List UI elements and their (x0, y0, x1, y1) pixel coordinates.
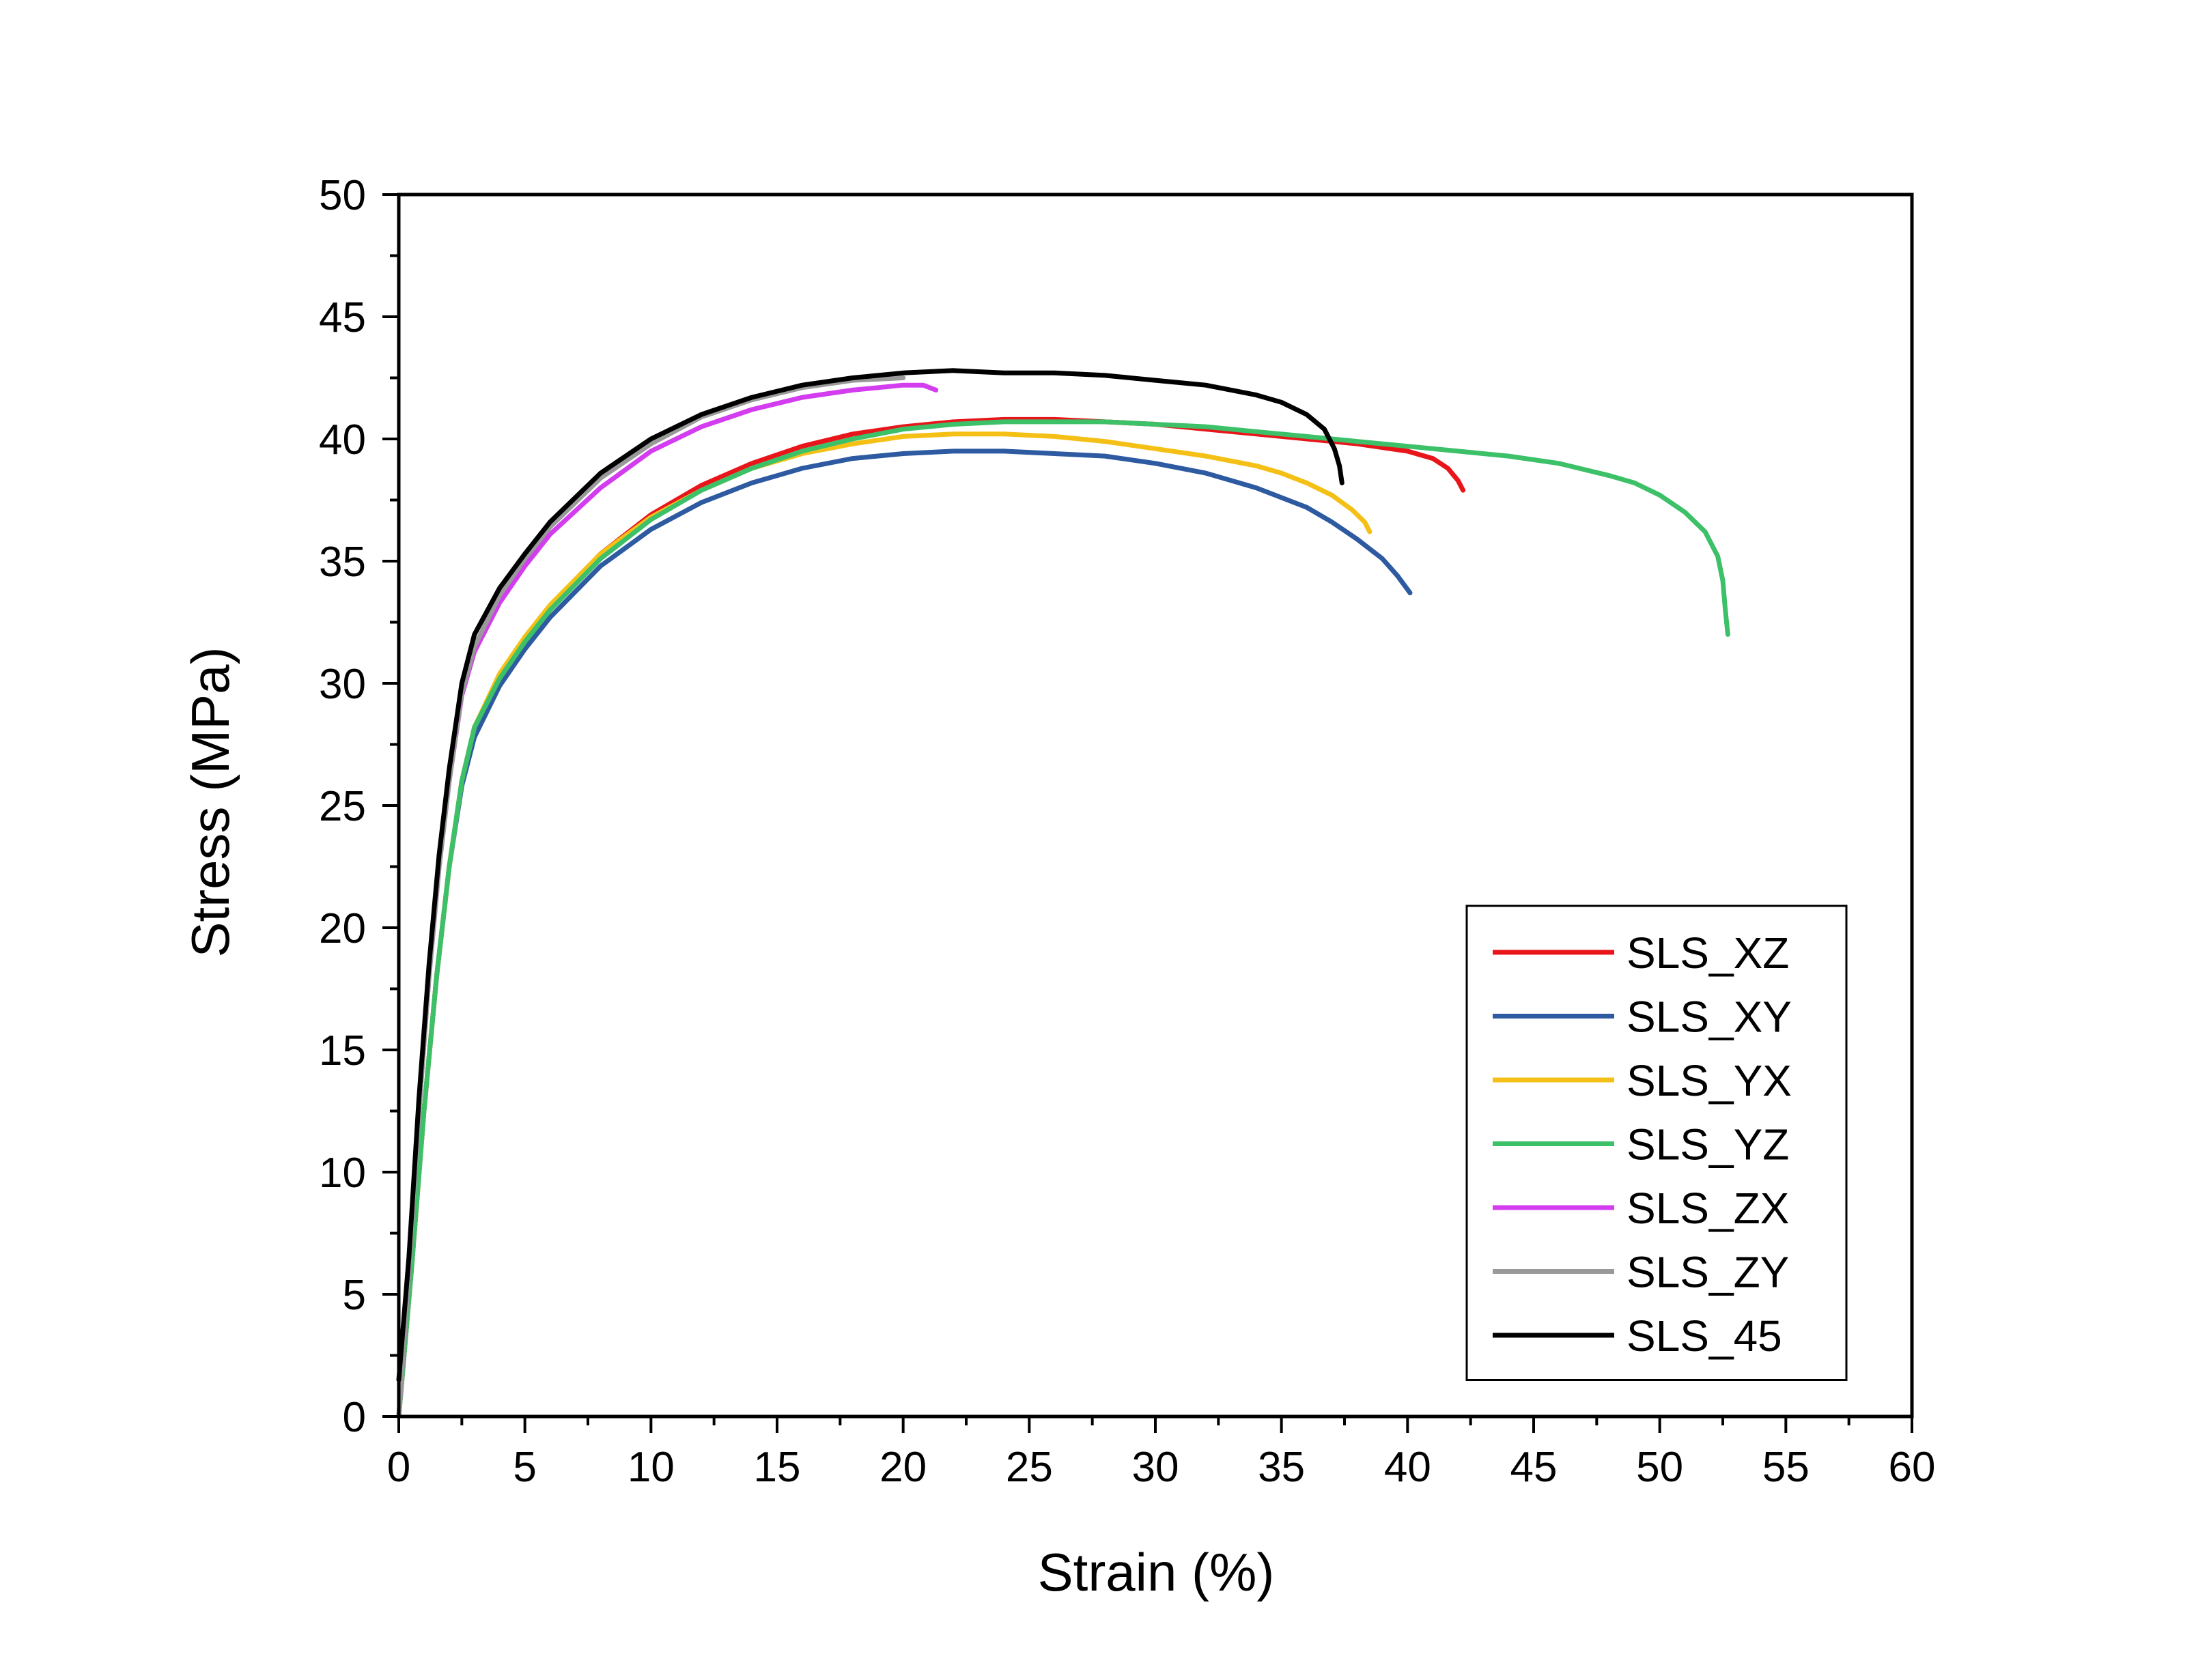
x-tick-label: 30 (1132, 1444, 1179, 1491)
y-tick-label: 10 (319, 1150, 366, 1197)
x-tick-label: 35 (1258, 1444, 1305, 1491)
series-line-sls-45 (396, 368, 1345, 1382)
y-tick-label: 35 (319, 539, 366, 586)
x-tick-label: 60 (1889, 1444, 1936, 1491)
x-tick-label: 25 (1006, 1444, 1053, 1491)
x-tick-label: 55 (1762, 1444, 1810, 1491)
labels-layer: 0 5 10 15 20 25 30 35 40 45 50 55 60 0 5 10 15 20 25 30 35 40… (319, 172, 1935, 1491)
legend-label-sls-yz: SLS_YZ (1627, 1120, 1789, 1169)
series-layer (396, 368, 1730, 1419)
y-tick-label: 15 (319, 1027, 366, 1074)
ticks-layer (382, 193, 1913, 1433)
x-tick-label: 50 (1636, 1444, 1683, 1491)
series-line-sls-yz (396, 419, 1730, 1419)
y-tick-label: 20 (319, 905, 366, 952)
y-tick-label: 45 (319, 294, 366, 341)
legend-label-sls-xz: SLS_XZ (1627, 928, 1789, 978)
y-tick-label: 50 (319, 172, 366, 219)
x-tick-label: 45 (1510, 1444, 1558, 1491)
x-tick-label: 0 (387, 1444, 410, 1491)
legend-label-sls-xy: SLS_XY (1627, 993, 1792, 1042)
y-tick-label: 40 (319, 416, 366, 464)
x-tick-label: 15 (754, 1444, 801, 1491)
legend-label-sls-yx: SLS_YX (1627, 1056, 1792, 1105)
x-tick-label: 5 (513, 1444, 536, 1491)
legend-label-sls-zy: SLS_ZY (1627, 1248, 1789, 1297)
x-tick-label: 20 (879, 1444, 927, 1491)
x-axis-title: Strain (%) (1038, 1542, 1275, 1602)
x-tick-label: 10 (628, 1444, 675, 1491)
legend-label-sls-zx: SLS_ZX (1627, 1184, 1789, 1233)
y-tick-label: 25 (319, 783, 366, 830)
y-axis-title: Stress (MPa) (180, 646, 240, 957)
legend-label-sls-45: SLS_45 (1627, 1311, 1782, 1361)
y-tick-label: 30 (319, 661, 366, 708)
y-tick-label: 5 (343, 1272, 366, 1319)
legend: SLS_XZ SLS_XY SLS_YX SLS_YZ SLS_ZX SLS_ZY SLS_… (1465, 905, 1848, 1381)
x-tick-label: 40 (1384, 1444, 1431, 1491)
y-tick-label: 0 (343, 1394, 366, 1441)
